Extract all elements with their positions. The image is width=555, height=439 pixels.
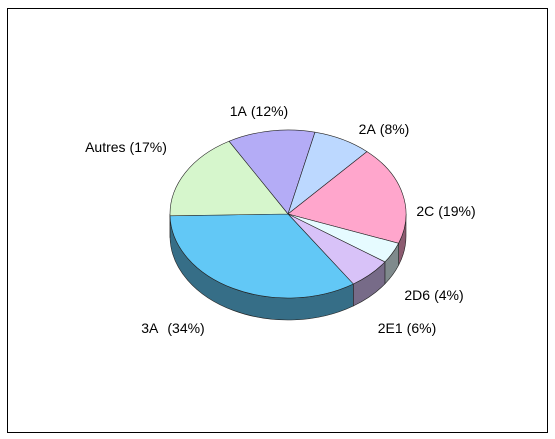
slice-category: 2D6 <box>404 287 430 303</box>
slice-label: 3A (34%) <box>141 320 204 336</box>
slice-label: 2C (19%) <box>416 203 475 219</box>
slice-value-label: (12%) <box>251 103 288 119</box>
slice-value-label: (6%) <box>407 320 437 336</box>
slice-label: 1A (12%) <box>230 103 288 119</box>
slice <box>169 140 289 217</box>
slice-value-label: (17%) <box>130 139 167 155</box>
slice-label: Autres (17%) <box>85 139 167 155</box>
slice <box>287 151 407 244</box>
slice-category: 2A <box>359 121 377 137</box>
slice <box>169 213 354 299</box>
slice-value-label: (34%) <box>167 320 204 336</box>
slice-label: 2E1 (6%) <box>378 320 436 336</box>
slice-category: Autres <box>85 139 125 155</box>
slice-value-label: (4%) <box>434 287 464 303</box>
slice-value-label: (19%) <box>438 203 475 219</box>
slice-category: 2E1 <box>378 320 403 336</box>
slice-category: 3A <box>141 320 159 336</box>
slice-label: 2A (8%) <box>359 121 410 137</box>
slice-label: 2D6 (4%) <box>404 287 463 303</box>
slice-category: 1A <box>230 103 248 119</box>
slice <box>228 129 316 215</box>
slice-category: 2C <box>416 203 434 219</box>
slice-value-label: (8%) <box>380 121 410 137</box>
